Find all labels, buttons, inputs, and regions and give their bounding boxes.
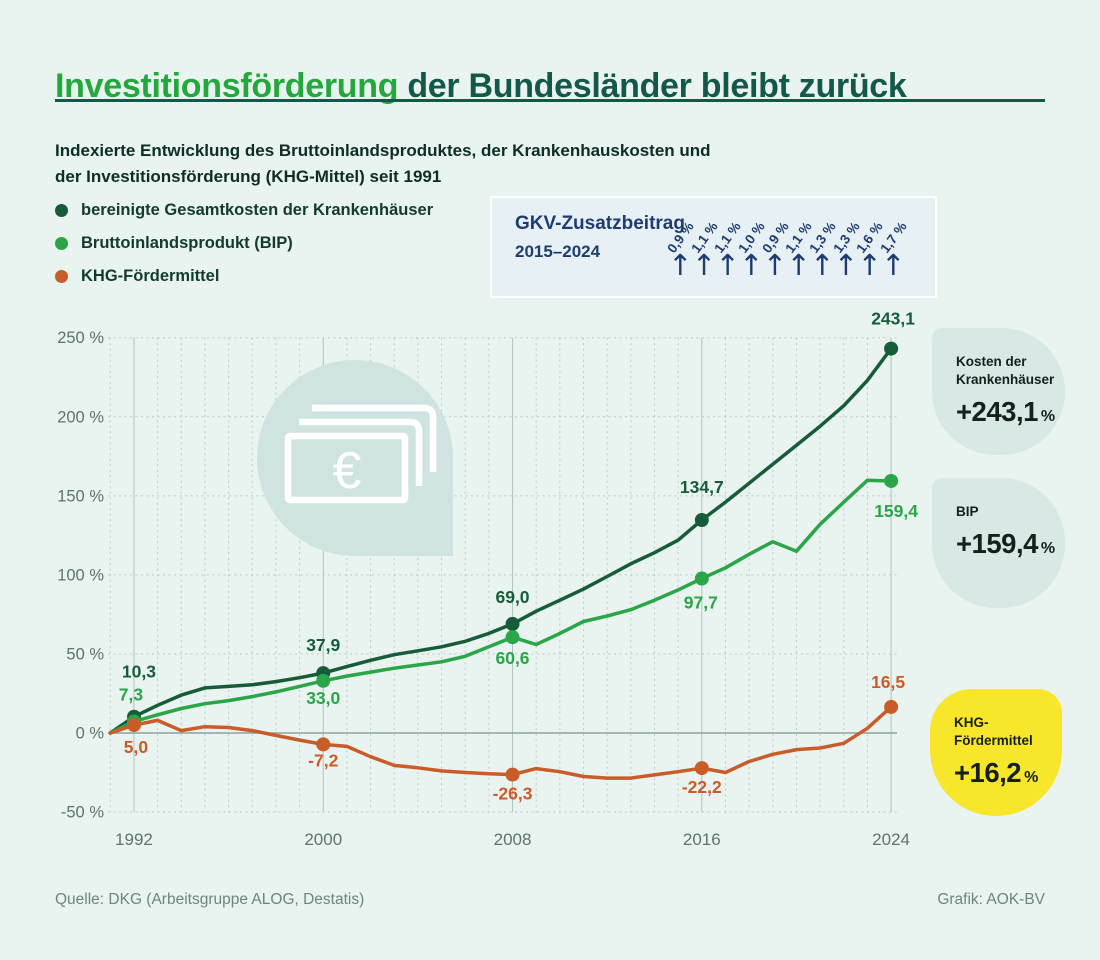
up-arrow-icon: ↑ (668, 248, 693, 282)
series-marker-0 (505, 616, 520, 631)
x-axis-tick-label: 2008 (494, 830, 532, 849)
title-divider (55, 99, 1045, 102)
y-axis-tick-label: 0 % (76, 725, 105, 743)
legend-item: bereinigte Gesamtkosten der Krankenhäuse… (55, 194, 433, 227)
point-value-label: 134,7 (680, 477, 724, 497)
title-rest: der Bundesländer bleibt zurück (398, 66, 907, 105)
up-arrow-icon: ↑ (857, 248, 882, 282)
y-axis-tick-label: 50 % (66, 645, 104, 663)
legend-label: Bruttoinlandsprodukt (BIP) (81, 234, 293, 252)
source-credit: Quelle: DKG (Arbeitsgruppe ALOG, Destati… (55, 891, 365, 908)
series-line-2 (108, 705, 893, 780)
point-value-label: 243,1 (871, 309, 915, 329)
series-marker-0 (884, 341, 899, 356)
stat-badge-bip: BIP +159,4% (932, 478, 1065, 608)
up-arrow-icon: ↑ (739, 248, 764, 282)
point-value-label: 69,0 (495, 587, 529, 607)
legend-item: Bruttoinlandsprodukt (BIP) (55, 227, 433, 260)
chart-subtitle: Indexierte Entwicklung des Bruttoinlands… (55, 141, 711, 187)
stat-badge-label: BIP (956, 504, 979, 519)
up-arrow-icon: ↑ (715, 248, 740, 282)
point-value-label: -26,3 (493, 784, 533, 804)
series-marker-1 (884, 473, 899, 488)
footer: Quelle: DKG (Arbeitsgruppe ALOG, Destati… (55, 891, 1045, 909)
series-marker-1 (694, 571, 709, 586)
euro-banknotes-icon: € (257, 360, 453, 556)
legend-label: KHG-Fördermittel (81, 267, 220, 285)
up-arrow-icon: ↑ (691, 248, 717, 282)
y-axis-tick-label: 200 % (57, 408, 104, 426)
stat-badge-value: +243,1% (956, 395, 1056, 427)
title-highlight: Investitionsförderung (55, 66, 399, 105)
stat-badge-khg-foerdermittel: KHG- Fördermittel +16,2% (930, 689, 1062, 816)
point-value-label: 33,0 (306, 688, 340, 708)
point-value-label: 159,4 (874, 501, 918, 521)
euro-sign: € (333, 442, 362, 500)
series-line-1 (108, 478, 893, 735)
page-title: Investitionsförderung der Bundesländer b… (55, 67, 907, 106)
gkv-zusatzbeitrag-box: GKV-Zusatzbeitrag 2015–2024 0,9 % ↑ 1,1 % ↑… (490, 196, 937, 298)
series-line-0 (108, 346, 893, 735)
series-marker-2 (126, 718, 141, 733)
y-axis-tick-label: 150 % (57, 487, 104, 505)
legend-dot-icon (55, 270, 68, 283)
x-axis-tick-label: 2024 (872, 830, 910, 849)
y-axis-tick-label: -50 % (61, 804, 104, 822)
y-axis-tick-label: 100 % (57, 566, 104, 584)
point-value-label: -22,2 (682, 777, 722, 797)
point-value-label: 97,7 (684, 593, 718, 613)
series-marker-1 (505, 630, 520, 645)
y-axis-tick-label: 250 % (57, 329, 104, 347)
stat-badge-label: KHG- Fördermittel (954, 715, 1033, 748)
stat-badge-label: Kosten der Krankenhäuser (956, 354, 1055, 387)
x-axis-tick-label: 2016 (683, 830, 721, 849)
up-arrow-icon: ↑ (810, 248, 835, 282)
gkv-box-title: GKV-Zusatzbeitrag (515, 213, 685, 234)
series-marker-0 (694, 513, 709, 528)
legend-item: KHG-Fördermittel (55, 260, 433, 293)
up-arrow-icon: ↑ (833, 248, 859, 282)
stat-badge-value: +159,4% (956, 527, 1056, 559)
series-marker-1 (316, 673, 331, 688)
banknote-middle (299, 418, 423, 486)
banknote-back (312, 404, 437, 472)
point-value-label: 7,3 (119, 684, 144, 704)
up-arrow-icon: ↑ (881, 248, 906, 282)
up-arrow-icon: ↑ (762, 248, 788, 282)
point-value-label: -7,2 (308, 750, 338, 770)
point-value-label: 16,5 (871, 672, 905, 692)
series-marker-2 (316, 737, 331, 752)
legend-dot-icon (55, 237, 68, 250)
stat-badge-value: +16,2% (954, 756, 1039, 788)
x-axis-tick-label: 2000 (304, 830, 342, 849)
x-axis-tick-label: 1992 (115, 830, 153, 849)
legend-dot-icon (55, 204, 68, 217)
point-value-label: 10,3 (122, 662, 156, 682)
banknote-front (284, 432, 409, 504)
up-arrow-icon: ↑ (786, 248, 811, 282)
legend-label: bereinigte Gesamtkosten der Krankenhäuse… (81, 201, 434, 219)
point-value-label: 5,0 (124, 737, 149, 757)
gkv-box-years: 2015–2024 (515, 242, 601, 261)
stat-badge-krankenhauskosten: Kosten der Krankenhäuser +243,1% (932, 328, 1065, 455)
point-value-label: 37,9 (306, 635, 340, 655)
point-value-label: 60,6 (495, 648, 529, 668)
chart-legend: bereinigte Gesamtkosten der Krankenhäuse… (55, 194, 433, 293)
series-marker-2 (505, 767, 520, 782)
series-marker-2 (694, 761, 709, 776)
series-marker-2 (884, 699, 899, 714)
graphic-credit: Grafik: AOK-BV (937, 891, 1045, 908)
